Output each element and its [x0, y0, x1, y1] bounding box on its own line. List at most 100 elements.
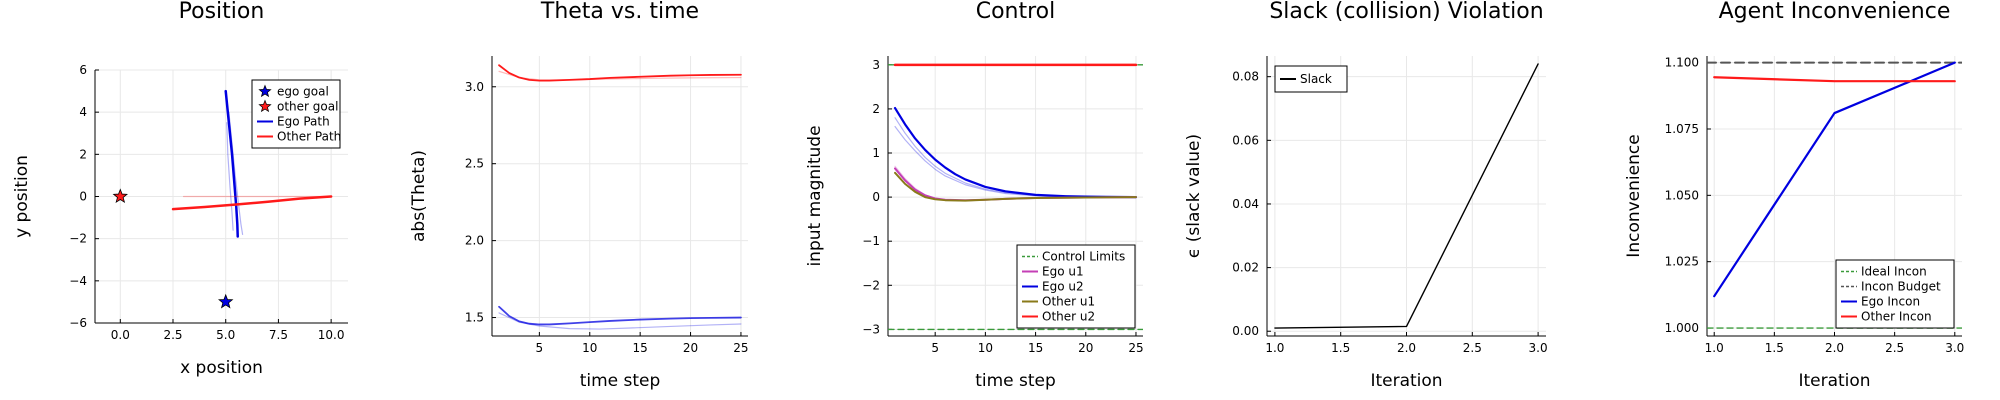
plot-area — [888, 63, 1143, 331]
x-tick-label: 1.5 — [1765, 341, 1784, 355]
x-tick-label: 2.0 — [1397, 341, 1416, 355]
chart-title: Control — [976, 0, 1056, 24]
legend-item: Incon Budget — [1841, 280, 1941, 294]
y-tick-label: 2 — [872, 102, 880, 116]
legend-label: Other Path — [277, 130, 341, 144]
legend-item: Slack — [1280, 72, 1332, 86]
legend-item: Ego Incon — [1841, 295, 1920, 309]
y-axis-label: y position — [12, 155, 32, 238]
x-tick-label: 10.0 — [318, 328, 345, 342]
legend-item: ego goal — [258, 85, 329, 99]
series-trace — [894, 125, 1137, 198]
chart-panel-1: Position 0.0 2.5 5.0 7.5 10.0 −6 −4 −2 0 2 4 6 x posi… — [12, 0, 348, 378]
legend-item: Other u1 — [1022, 295, 1095, 309]
x-tick-label: 10 — [582, 341, 597, 355]
legend-label: Control Limits — [1042, 250, 1125, 264]
chart-panel-3: Control 5 10 15 20 25 −3 −2 −1 0 1 2 3 time step input… — [805, 0, 1144, 391]
series-trace — [498, 312, 742, 330]
x-tick-label: 5.0 — [216, 328, 235, 342]
y-tick-label: 4 — [79, 105, 87, 119]
x-tick-label: 20 — [1078, 341, 1093, 355]
series-trace — [894, 165, 1137, 201]
legend-item: other goal — [258, 99, 338, 114]
series-slack — [1274, 63, 1539, 329]
plot-area — [171, 89, 333, 238]
y-tick-label: 1.000 — [1665, 321, 1699, 335]
y-tick-label: 0 — [872, 190, 880, 204]
y-tick-label: 1.050 — [1665, 188, 1699, 202]
series-trace — [226, 122, 234, 231]
series-ego-path — [224, 89, 239, 238]
y-tick-label: 0.02 — [1232, 261, 1259, 275]
marker-other-goal — [112, 188, 129, 204]
series-trace — [498, 70, 742, 81]
x-tick-label: 1.5 — [1331, 341, 1350, 355]
x-tick-label: 2.5 — [1463, 341, 1482, 355]
y-tick-label: −2 — [69, 232, 87, 246]
x-tick-label: 3.0 — [1945, 341, 1964, 355]
chart-panel-2: Theta vs. time 5 10 15 20 25 1.5 2.0 2.5 3.0 time … — [409, 0, 749, 391]
y-tick-label: 2.5 — [465, 157, 484, 171]
legend-star-icon — [258, 99, 272, 113]
marker-ego-goal — [218, 293, 234, 309]
x-tick-label: 1.0 — [1265, 341, 1284, 355]
y-tick-label: −4 — [69, 274, 87, 288]
series-other-u1 — [894, 171, 1137, 202]
legend-label: Ego Incon — [1861, 295, 1920, 309]
chart-title: Theta vs. time — [540, 0, 699, 24]
x-axis-label: time step — [975, 371, 1056, 391]
y-tick-label: 0.04 — [1232, 197, 1259, 211]
y-tick-label: 0.06 — [1232, 133, 1259, 147]
series-ego-incon — [1713, 61, 1956, 298]
legend-item: Ego u1 — [1022, 265, 1084, 279]
x-axis-label: x position — [180, 358, 263, 378]
legend-item: Other Path — [257, 130, 341, 144]
y-tick-label: 0.08 — [1232, 70, 1259, 84]
x-tick-label: 0.0 — [111, 328, 130, 342]
legend-label: other goal — [277, 100, 338, 114]
x-axis-label: time step — [580, 371, 661, 391]
chart-title: Slack (collision) Violation — [1269, 0, 1543, 24]
y-tick-label: 1.075 — [1665, 122, 1699, 136]
x-tick-label: 15 — [633, 341, 648, 355]
x-tick-label: 2.5 — [1885, 341, 1904, 355]
y-axis-label: Inconvenience — [1624, 134, 1644, 257]
chart-title: Position — [179, 0, 265, 24]
legend-item: Control Limits — [1022, 250, 1125, 264]
legend-item: Other u2 — [1022, 310, 1095, 324]
series-other-incon — [1713, 76, 1956, 83]
y-tick-label: −1 — [862, 234, 880, 248]
legend-label: Ideal Incon — [1861, 265, 1927, 279]
x-tick-label: 3.0 — [1529, 341, 1548, 355]
y-tick-label: 1 — [872, 146, 880, 160]
y-tick-label: 2 — [79, 147, 87, 161]
series-trace — [894, 117, 1137, 198]
series-trace — [228, 111, 244, 236]
y-tick-label: 6 — [79, 63, 87, 77]
y-tick-label: 1.025 — [1665, 255, 1699, 269]
legend-label: Other Incon — [1861, 310, 1932, 324]
chart-panel-4: Slack (collision) Violation 1.0 1.5 2.0 2.5 3… — [1184, 0, 1548, 391]
plot-area — [498, 64, 742, 330]
series-other-path — [171, 195, 333, 211]
legend-item: Ego u2 — [1022, 280, 1084, 294]
y-axis-label: ϵ (slack value) — [1184, 134, 1204, 258]
x-tick-label: 5 — [536, 341, 544, 355]
legend-label: Other u2 — [1042, 310, 1095, 324]
chart-panel-5: Agent Inconvenience 1.0 1.5 2.0 2.5 3.0 1.000 1… — [1624, 0, 1964, 391]
x-tick-label: 15 — [1028, 341, 1043, 355]
x-axis-label: Iteration — [1370, 371, 1442, 391]
y-axis-label: input magnitude — [805, 125, 825, 266]
x-tick-label: 25 — [733, 341, 748, 355]
y-tick-label: −3 — [862, 322, 880, 336]
x-tick-label: 5 — [931, 341, 939, 355]
legend: Slack — [1274, 65, 1348, 93]
y-tick-label: 1.5 — [465, 311, 484, 325]
x-tick-label: 10 — [978, 341, 993, 355]
legend-label: Ego Path — [277, 115, 330, 129]
legend-label: Slack — [1300, 72, 1332, 86]
legend-item: Ideal Incon — [1841, 265, 1927, 279]
